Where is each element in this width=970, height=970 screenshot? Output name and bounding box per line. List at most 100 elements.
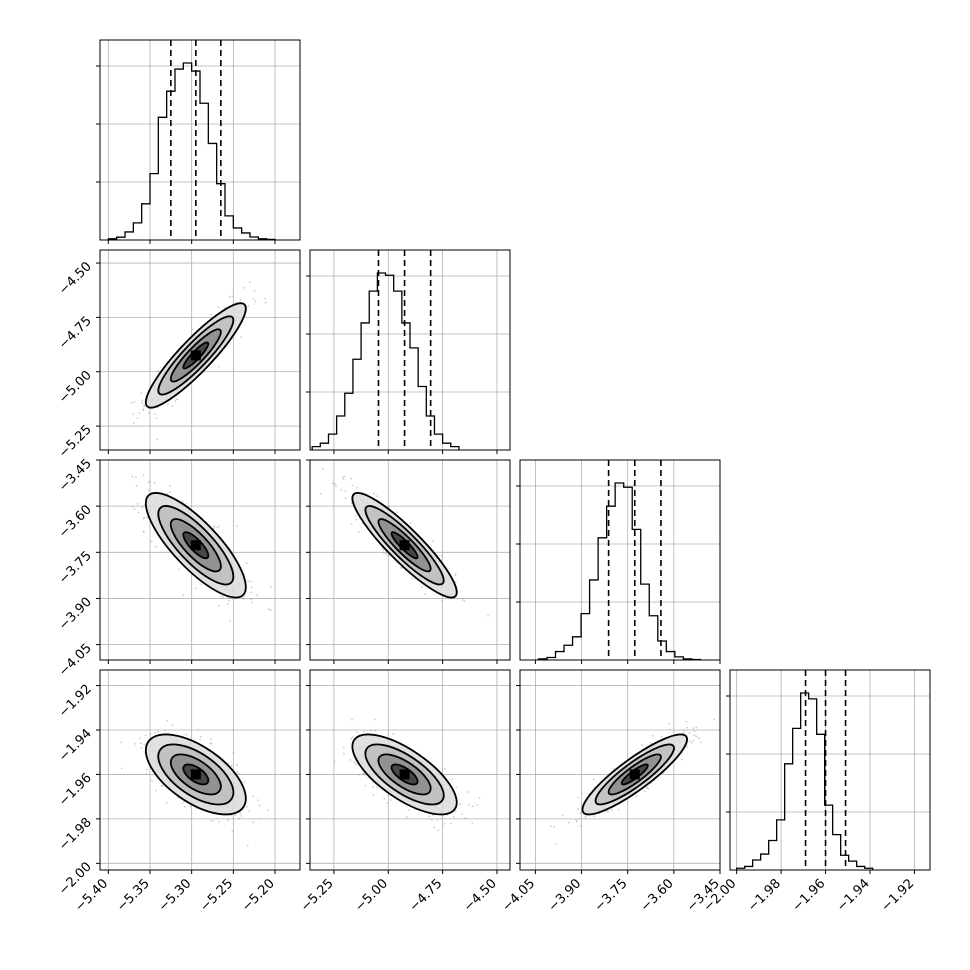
scatter-point bbox=[454, 574, 457, 577]
scatter-point bbox=[405, 816, 408, 818]
scatter-point bbox=[385, 552, 387, 555]
scatter-point bbox=[372, 786, 374, 788]
scatter-point bbox=[136, 503, 139, 505]
scatter-point bbox=[362, 772, 365, 774]
scatter-point bbox=[120, 741, 122, 744]
scatter-point bbox=[132, 413, 134, 415]
scatter-point bbox=[138, 412, 141, 414]
scatter-point bbox=[355, 763, 358, 766]
scatter-point bbox=[351, 484, 354, 487]
scatter-point bbox=[331, 482, 334, 485]
scatter-point bbox=[141, 399, 144, 402]
scatter-point bbox=[467, 791, 469, 793]
scatter-point bbox=[635, 795, 638, 798]
contour-line bbox=[144, 492, 247, 599]
scatter-point bbox=[258, 818, 261, 820]
scatter-point bbox=[148, 412, 150, 414]
scatter-point bbox=[432, 540, 434, 543]
scatter-point bbox=[240, 815, 243, 817]
panel-frame bbox=[99, 39, 301, 241]
contour-line bbox=[182, 763, 210, 786]
scatter-point bbox=[247, 305, 250, 307]
scatter-point bbox=[237, 773, 240, 775]
scatter-point bbox=[387, 554, 390, 557]
scatter-point bbox=[575, 819, 578, 821]
scatter-point bbox=[177, 568, 180, 571]
panel-frame bbox=[99, 249, 301, 451]
density-peak bbox=[399, 769, 410, 780]
contour-line bbox=[607, 753, 662, 796]
scatter-point bbox=[353, 761, 356, 764]
scatter-point bbox=[226, 819, 229, 822]
scatter-point bbox=[136, 417, 139, 420]
scatter-point bbox=[350, 502, 353, 504]
scatter-point bbox=[471, 822, 474, 824]
scatter-point bbox=[455, 581, 457, 583]
scatter-point bbox=[243, 781, 245, 783]
scatter-point bbox=[428, 815, 431, 818]
scatter-point bbox=[157, 370, 160, 372]
scatter-point bbox=[239, 299, 242, 301]
scatter-point bbox=[388, 505, 391, 508]
scatter-point bbox=[253, 289, 256, 292]
scatter-point bbox=[166, 492, 169, 495]
scatter-point bbox=[264, 301, 267, 304]
density-panel-3-2 bbox=[306, 459, 511, 664]
scatter-point bbox=[319, 492, 322, 495]
scatter-point bbox=[698, 737, 700, 740]
scatter-point bbox=[392, 733, 394, 736]
scatter-point bbox=[197, 728, 200, 731]
scatter-point bbox=[250, 586, 253, 589]
scatter-point bbox=[244, 595, 246, 597]
scatter-point bbox=[578, 817, 581, 820]
histogram-steps bbox=[311, 272, 460, 450]
scatter-point bbox=[478, 797, 481, 799]
scatter-point bbox=[250, 598, 252, 601]
scatter-point bbox=[433, 826, 436, 829]
contour-line bbox=[364, 743, 445, 806]
scatter-point bbox=[450, 822, 452, 825]
scatter-point bbox=[373, 730, 376, 732]
scatter-point bbox=[174, 400, 177, 403]
scatter-point bbox=[210, 742, 213, 745]
scatter-point bbox=[382, 548, 385, 551]
scatter-point bbox=[682, 729, 685, 732]
scatter-point bbox=[420, 586, 423, 588]
scatter-point bbox=[130, 402, 133, 404]
scatter-point bbox=[686, 745, 689, 748]
scatter-point bbox=[212, 819, 214, 822]
scatter-point bbox=[252, 298, 255, 301]
scatter-point bbox=[409, 522, 412, 525]
scatter-point bbox=[584, 815, 587, 818]
scatter-point bbox=[229, 620, 231, 622]
panel-frame bbox=[309, 249, 511, 451]
scatter-point bbox=[250, 580, 253, 583]
scatter-point bbox=[140, 392, 143, 394]
scatter-point bbox=[340, 488, 342, 491]
scatter-point bbox=[243, 287, 246, 289]
contour-line bbox=[144, 302, 247, 409]
scatter-point bbox=[453, 816, 455, 818]
scatter-point bbox=[217, 306, 220, 308]
scatter-point bbox=[693, 730, 696, 732]
contour-line bbox=[169, 753, 222, 796]
scatter-point bbox=[430, 819, 433, 821]
scatter-point bbox=[468, 804, 470, 806]
scatter-point bbox=[607, 810, 610, 813]
scatter-point bbox=[232, 817, 234, 820]
scatter-point bbox=[464, 817, 467, 819]
scatter-point bbox=[155, 417, 158, 420]
scatter-point bbox=[436, 819, 439, 821]
scatter-point bbox=[592, 778, 595, 781]
contour-line bbox=[581, 733, 688, 816]
scatter-point bbox=[358, 531, 360, 533]
contour-line bbox=[377, 753, 432, 796]
scatter-point bbox=[577, 808, 579, 811]
scatter-point bbox=[228, 599, 230, 602]
scatter-point bbox=[389, 799, 392, 801]
scatter-point bbox=[350, 477, 353, 480]
scatter-point bbox=[239, 812, 242, 815]
scatter-point bbox=[463, 600, 466, 603]
scatter-point bbox=[185, 502, 187, 505]
scatter-point bbox=[695, 735, 698, 738]
